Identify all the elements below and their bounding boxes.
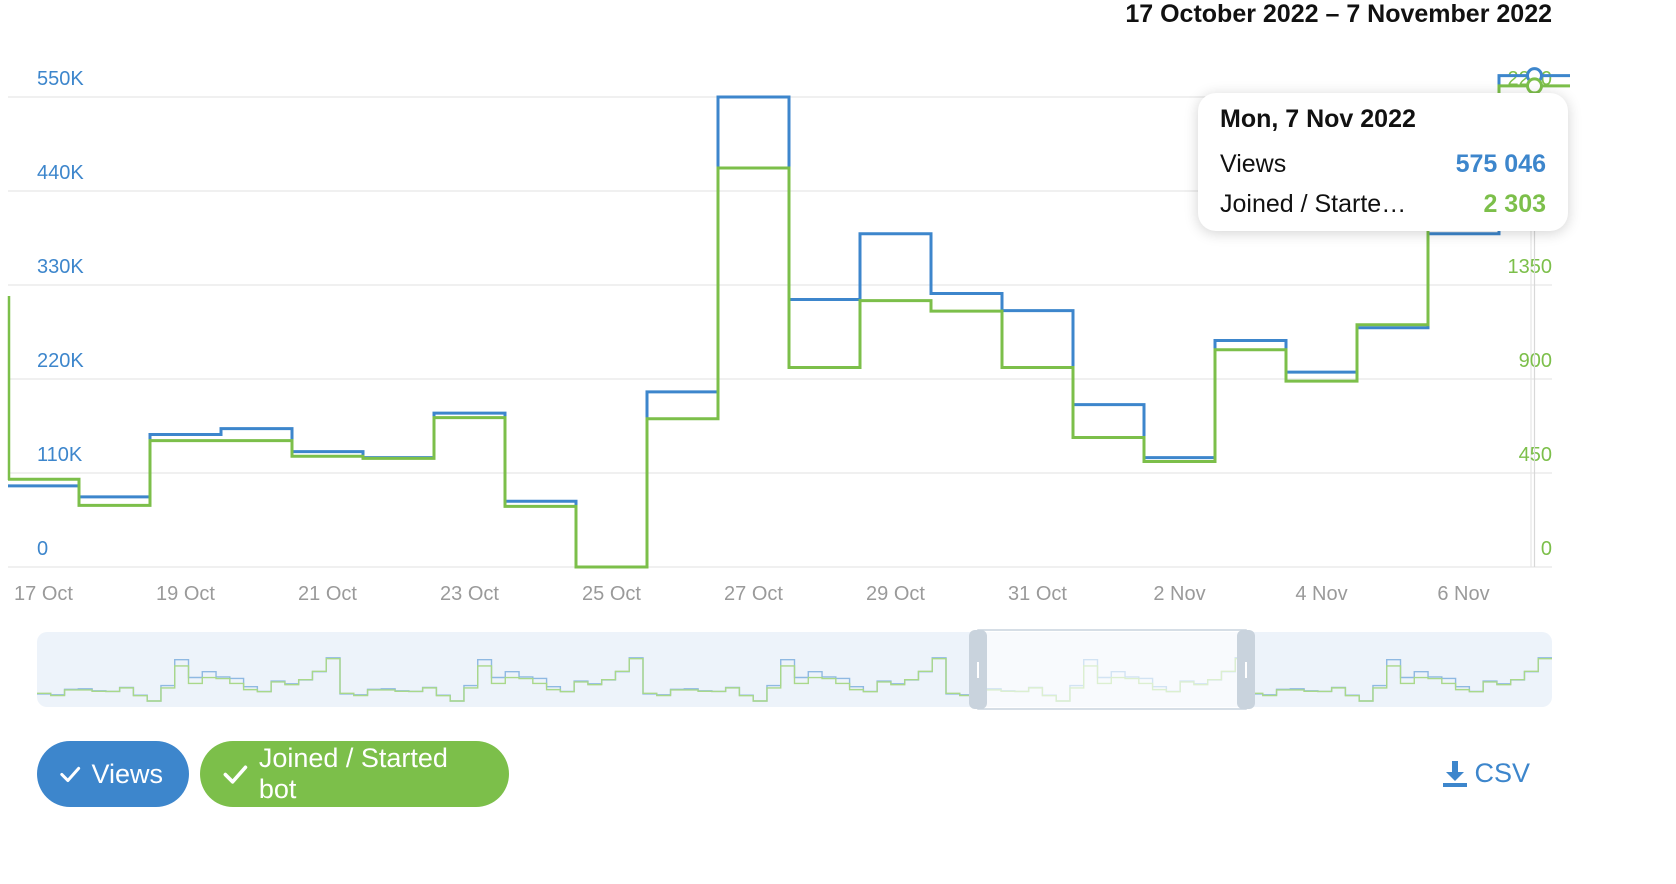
y-left-tick-label: 550K <box>37 68 84 90</box>
x-tick-label: 2 Nov <box>1153 583 1205 605</box>
y-right-tick-label: 0 <box>1541 538 1552 560</box>
legend-joined-label: Joined / Started bot <box>258 743 448 804</box>
x-tick-label: 6 Nov <box>1437 583 1489 605</box>
date-range-title: 17 October 2022 – 7 November 2022 <box>1125 0 1552 28</box>
x-tick-label: 19 Oct <box>156 583 215 605</box>
navigator-selection-window[interactable] <box>977 629 1247 710</box>
series-line-joined <box>8 84 1570 569</box>
x-tick-label: 23 Oct <box>440 583 499 605</box>
hover-point-joined <box>1526 77 1543 95</box>
download-icon <box>1443 760 1468 787</box>
legend-toggle-views[interactable]: Views <box>37 741 189 807</box>
x-tick-label: 25 Oct <box>582 583 641 605</box>
legend-toggle-joined[interactable]: Joined / Started bot <box>200 741 509 807</box>
x-tick-label: 21 Oct <box>298 583 357 605</box>
range-navigator[interactable] <box>37 629 1552 710</box>
x-tick-label: 17 Oct <box>14 583 73 605</box>
y-left-tick-label: 110K <box>37 444 83 466</box>
tooltip-row-joined: Joined / Starte… 2 303 <box>1220 184 1546 224</box>
csv-label: CSV <box>1474 758 1530 788</box>
tooltip-joined-label: Joined / Starte… <box>1220 189 1407 218</box>
chart-tooltip: Mon, 7 Nov 2022 Views 575 046 Joined / S… <box>1198 93 1568 231</box>
legend-views-label: Views <box>91 758 163 789</box>
navigator-line-joined <box>37 658 1552 702</box>
tooltip-views-value: 575 046 <box>1455 149 1546 178</box>
y-axis-left: 0 110K 220K 330K 440K 550K <box>37 68 84 560</box>
tooltip-row-views: Views 575 046 <box>1220 144 1546 184</box>
y-right-tick-label: 900 <box>1519 350 1552 372</box>
x-tick-label: 4 Nov <box>1295 583 1347 605</box>
checkmark-icon <box>60 766 81 783</box>
x-axis: 17 Oct 19 Oct 21 Oct 23 Oct 25 Oct 27 Oct 29 O… <box>14 583 1490 605</box>
y-right-tick-label: 1350 <box>1508 256 1553 278</box>
checkmark-icon <box>223 765 248 784</box>
y-right-tick-label: 450 <box>1519 444 1552 466</box>
tooltip-joined-value: 2 303 <box>1483 189 1546 218</box>
y-left-tick-label: 330K <box>37 256 84 278</box>
tooltip-date: Mon, 7 Nov 2022 <box>1220 105 1416 133</box>
x-tick-label: 27 Oct <box>724 583 783 605</box>
y-left-tick-label: 220K <box>37 350 84 372</box>
x-tick-label: 31 Oct <box>1008 583 1067 605</box>
y-left-tick-label: 440K <box>37 162 84 184</box>
chart-series <box>7 74 1570 569</box>
tooltip-views-label: Views <box>1220 149 1287 178</box>
y-left-tick-label: 0 <box>37 538 48 560</box>
csv-download-button[interactable]: CSV <box>1442 758 1530 789</box>
x-tick-label: 29 Oct <box>866 583 925 605</box>
